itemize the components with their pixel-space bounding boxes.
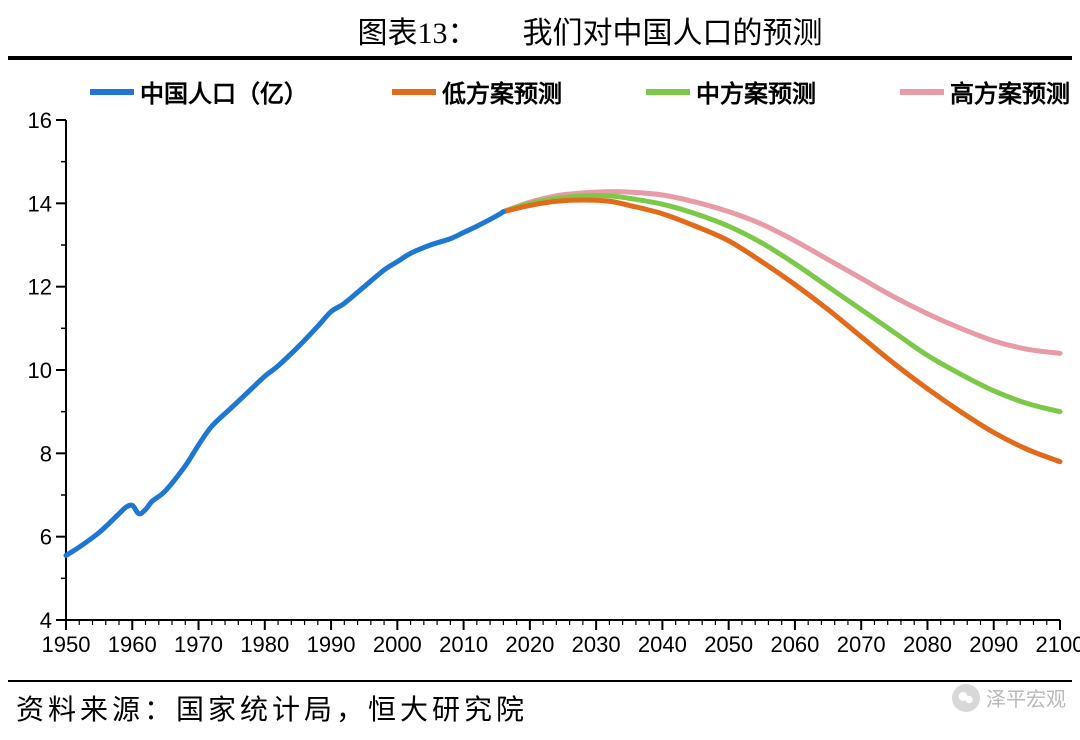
svg-text:2010: 2010 [439,632,488,657]
svg-text:8: 8 [40,441,52,466]
svg-text:4: 4 [40,608,52,633]
svg-text:2030: 2030 [572,632,621,657]
svg-text:2080: 2080 [903,632,952,657]
svg-text:10: 10 [28,358,52,383]
svg-text:2050: 2050 [704,632,753,657]
svg-text:2040: 2040 [638,632,687,657]
svg-text:1960: 1960 [108,632,157,657]
chart-svg: 4 6 8 10 12 14 16 1950 1960 1970 1980 1990 2000 2010 2… [0,60,1080,680]
watermark: 泽平宏观 [952,683,1066,712]
svg-text:6: 6 [40,525,52,550]
chart-area: 中国人口（亿）低方案预测中方案预测高方案预测 46810121416195019… [0,60,1080,680]
svg-text:14: 14 [28,191,52,216]
svg-text:12: 12 [28,275,52,300]
chart-title-text: 图表13： 我们对中国人口的预测 [358,17,823,50]
svg-text:16: 16 [28,108,52,133]
svg-text:1980: 1980 [240,632,289,657]
source-text: 资料来源：国家统计局，恒大研究院 [16,695,528,726]
svg-text:1950: 1950 [42,632,91,657]
watermark-text: 泽平宏观 [986,683,1066,712]
svg-text:2020: 2020 [505,632,554,657]
source-line: 资料来源：国家统计局，恒大研究院 [0,682,1080,728]
svg-text:2100: 2100 [1036,632,1080,657]
wechat-icon [952,684,980,712]
svg-text:2060: 2060 [770,632,819,657]
svg-text:2090: 2090 [969,632,1018,657]
svg-text:1990: 1990 [307,632,356,657]
svg-text:2070: 2070 [837,632,886,657]
chart-title: 图表13： 我们对中国人口的预测 [0,0,1080,56]
svg-text:2000: 2000 [373,632,422,657]
svg-text:1970: 1970 [174,632,223,657]
